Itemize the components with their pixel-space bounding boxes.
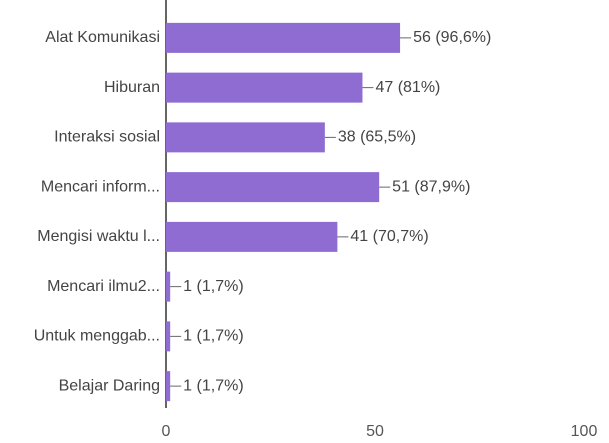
x-tick-label: 100: [571, 423, 598, 440]
value-label: 38 (65,5%): [338, 129, 416, 146]
bar: [166, 72, 363, 103]
value-label: 47 (81%): [375, 79, 440, 96]
bar: [166, 122, 325, 153]
value-label: 1 (1,7%): [183, 328, 243, 345]
y-tick-label: Belajar Daring: [59, 377, 160, 394]
bar: [166, 221, 338, 252]
y-tick-label: Hiburan: [104, 79, 160, 96]
bar: [166, 271, 171, 302]
y-tick-label: Mengisi waktu l...: [37, 228, 160, 245]
bar: [166, 371, 171, 402]
bar: [166, 321, 171, 352]
bar: [166, 172, 380, 203]
y-tick-label: Untuk menggab...: [34, 328, 160, 345]
bar: [166, 22, 401, 53]
value-label: 56 (96,6%): [413, 29, 491, 46]
y-tick-label: Alat Komunikasi: [45, 29, 160, 46]
x-tick-label: 50: [366, 423, 384, 440]
y-tick-label: Mencari inform...: [41, 178, 160, 195]
y-tick-label: Mencari ilmu2...: [47, 278, 160, 295]
value-label: 1 (1,7%): [183, 377, 243, 394]
value-label: 41 (70,7%): [350, 228, 428, 245]
value-label: 1 (1,7%): [183, 278, 243, 295]
x-tick-label: 0: [162, 423, 171, 440]
value-label: 51 (87,9%): [392, 178, 470, 195]
y-tick-label: Interaksi sosial: [54, 129, 160, 146]
